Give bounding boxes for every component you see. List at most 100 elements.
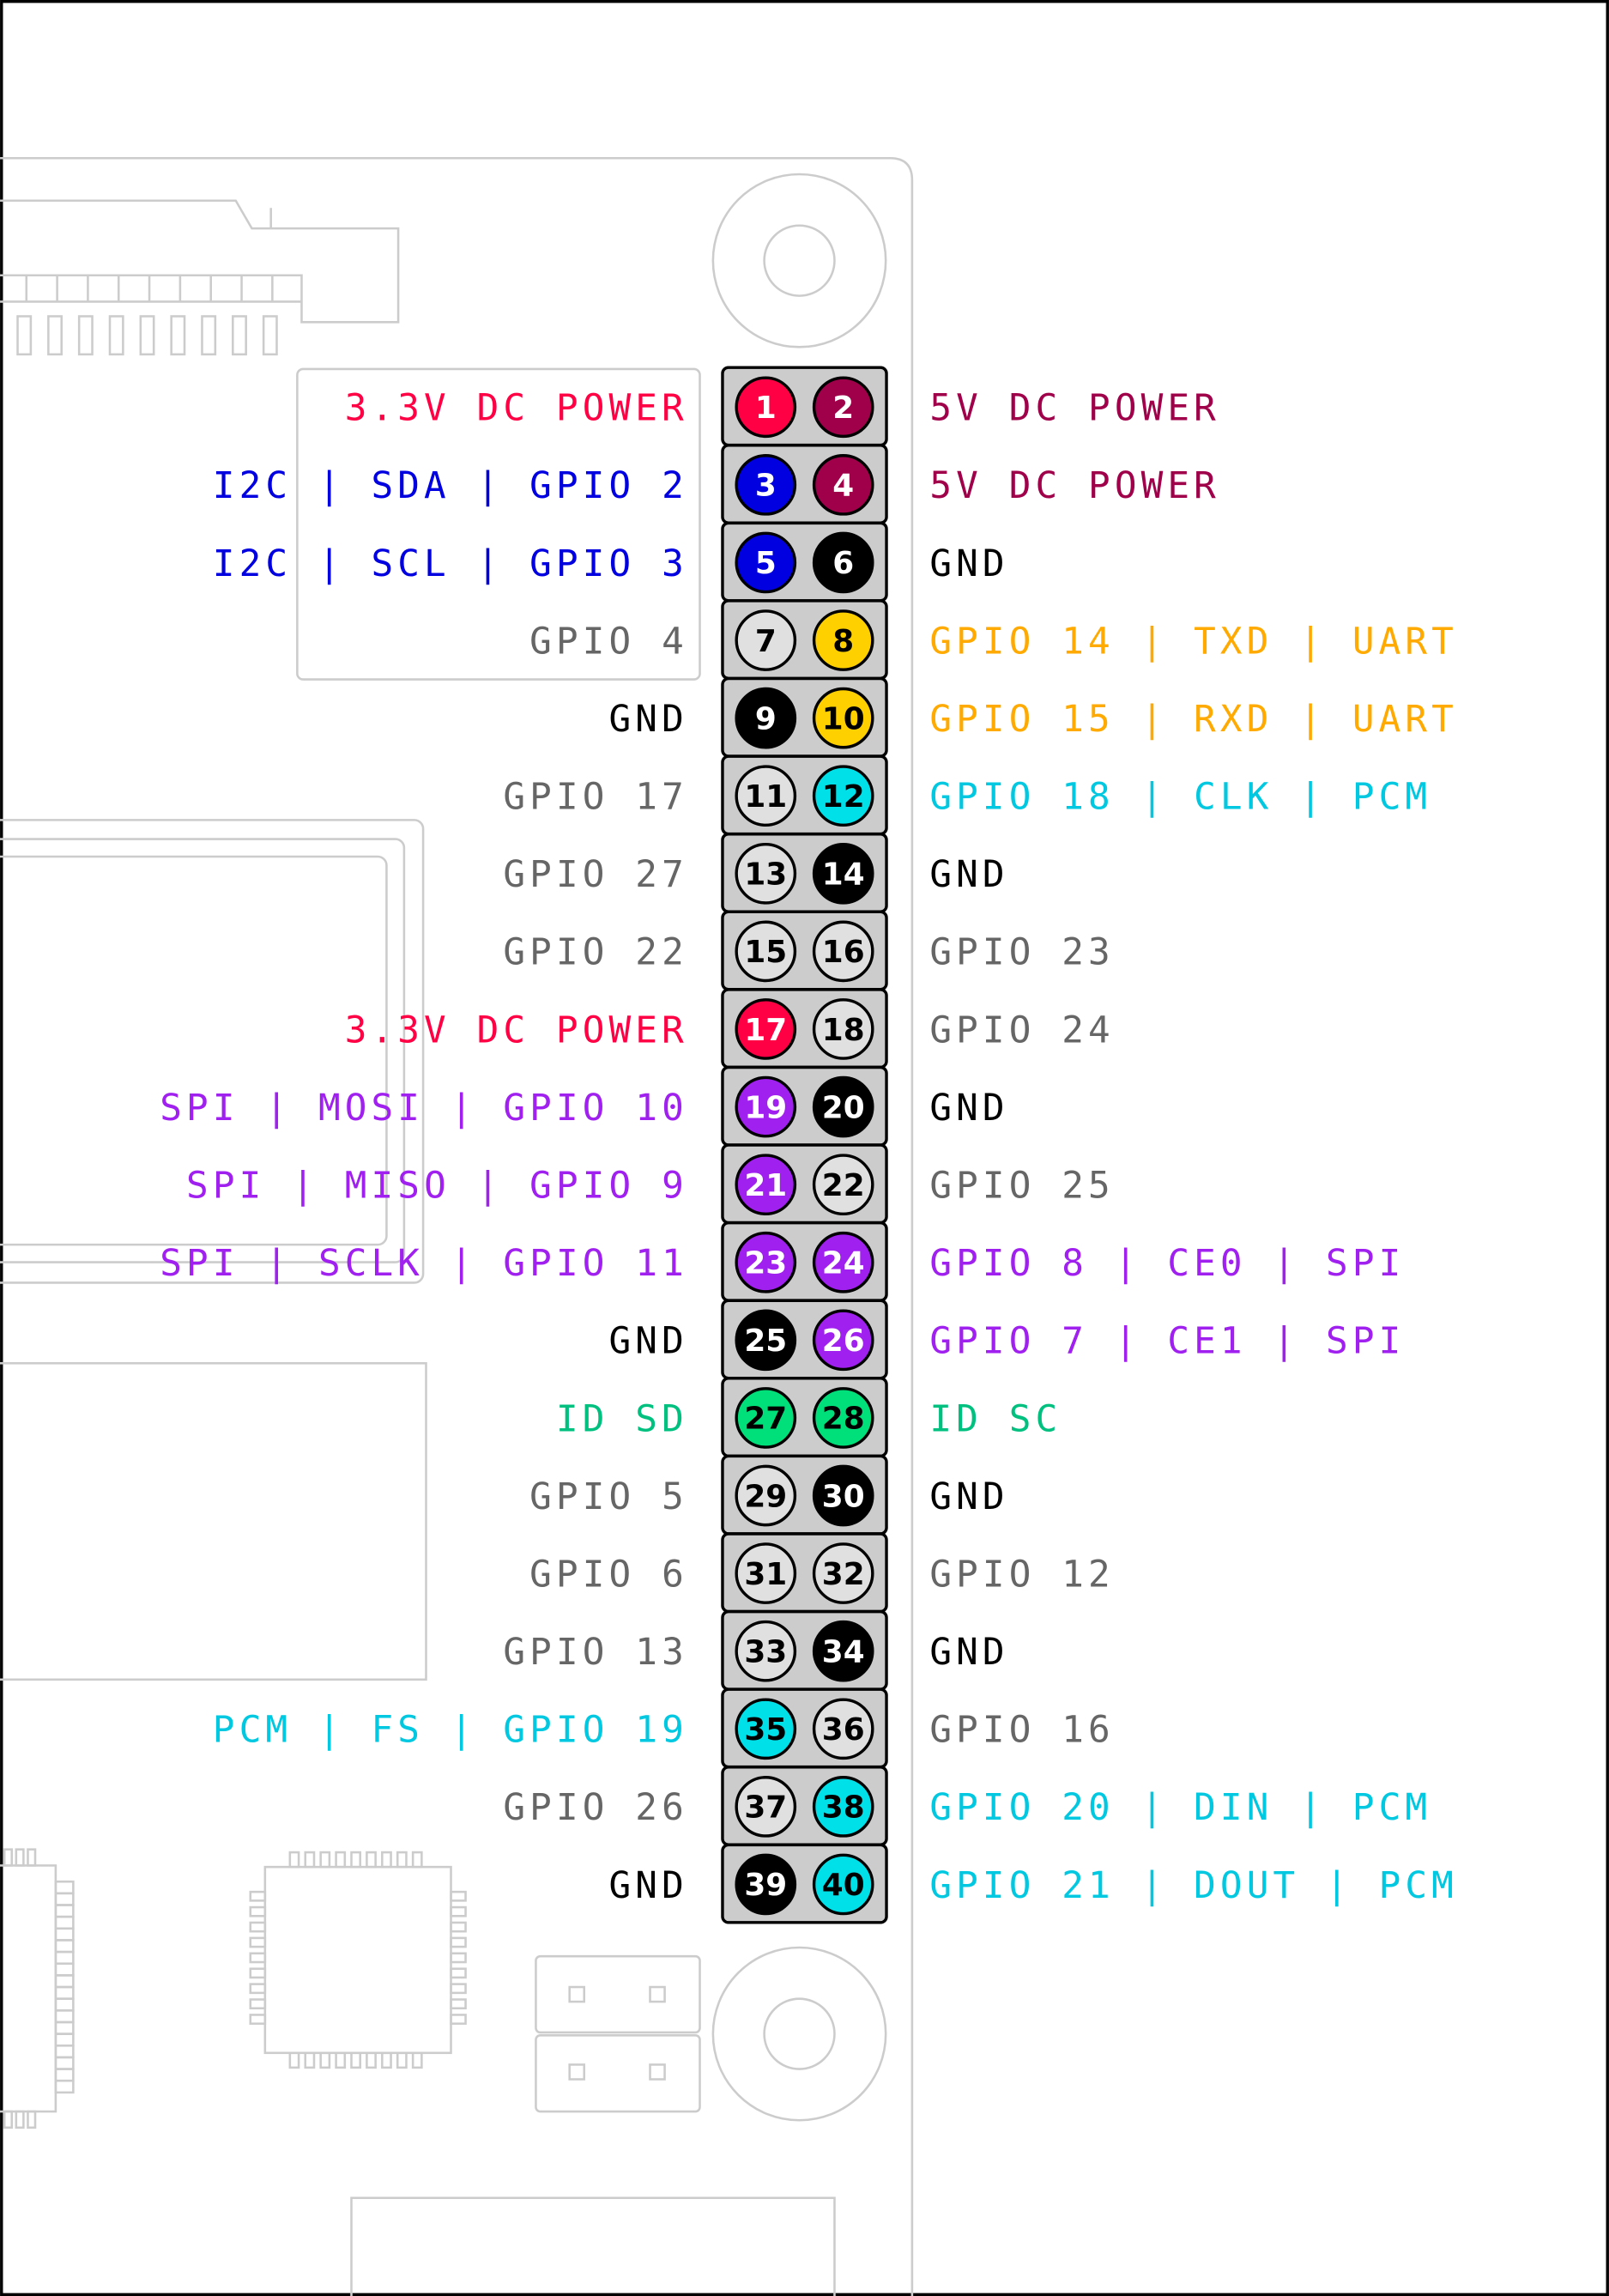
pin-number: 6 xyxy=(832,546,854,581)
pin-circle xyxy=(812,1231,874,1293)
pin-circle xyxy=(812,765,874,827)
pin-circle xyxy=(812,1075,874,1138)
pin-circle xyxy=(735,920,797,983)
pin-3: 3 I2C | SDA | GPIO 2 xyxy=(213,454,797,516)
pin-number: 3 xyxy=(755,469,777,504)
pin-circle xyxy=(812,1309,874,1372)
pin-label: GPIO 23 xyxy=(929,931,1114,974)
pin-number: 23 xyxy=(744,1246,787,1281)
pin-number: 14 xyxy=(822,857,865,893)
pin-circle xyxy=(812,998,874,1060)
pin-11: 11 GPIO 17 xyxy=(503,765,797,827)
pin-label: GND xyxy=(929,542,1008,585)
pin-label: GPIO 21 | DOUT | PCM xyxy=(929,1864,1458,1907)
pin-label: 3.3V DC POWER xyxy=(345,387,688,430)
pin-label: GPIO 6 xyxy=(529,1553,688,1596)
pin-33: 33 GPIO 13 xyxy=(503,1620,797,1682)
pin-label: GND xyxy=(929,853,1008,896)
pin-label: PCM | FS | GPIO 19 xyxy=(213,1709,688,1752)
pin-label: GPIO 25 xyxy=(929,1165,1114,1208)
pin-number: 2 xyxy=(832,391,854,426)
pin-label: GPIO 14 | TXD | UART xyxy=(929,620,1458,663)
pin-39: 39 GND xyxy=(609,1853,797,1916)
pin-38: 38 GPIO 20 | DIN | PCM xyxy=(812,1776,1431,1838)
pin-circle xyxy=(812,1853,874,1916)
pin-circle xyxy=(735,1387,797,1449)
pin-22: 22 GPIO 25 xyxy=(812,1154,1114,1215)
pin-circle xyxy=(735,531,797,594)
pin-circle xyxy=(812,1620,874,1682)
pin-label: GPIO 27 xyxy=(503,853,687,896)
pin-circle xyxy=(812,531,874,594)
pin-19: 19 SPI | MOSI | GPIO 10 xyxy=(160,1075,797,1138)
pin-number: 15 xyxy=(744,935,787,970)
pin-label: GND xyxy=(929,1631,1008,1674)
pin-circle xyxy=(812,376,874,439)
pin-17: 17 3.3V DC POWER xyxy=(345,998,797,1060)
pin-30: 30 GND xyxy=(812,1464,1005,1527)
pin-label: GND xyxy=(609,698,688,741)
pin-label: GPIO 16 xyxy=(929,1709,1114,1752)
pin-1: 1 3.3V DC POWER xyxy=(345,376,797,439)
pin-40: 40 GPIO 21 | DOUT | PCM xyxy=(812,1853,1458,1916)
pin-24: 24 GPIO 8 | CE0 | SPI xyxy=(812,1231,1400,1293)
pin-14: 14 GND xyxy=(812,842,1008,905)
pin-number: 22 xyxy=(822,1168,865,1203)
pin-number: 1 xyxy=(755,391,777,426)
pin-circle xyxy=(735,765,797,827)
pin-13: 13 GPIO 27 xyxy=(503,842,797,905)
pin-35: 35 PCM | FS | GPIO 19 xyxy=(213,1698,797,1760)
pin-circle xyxy=(812,687,874,749)
pin-circle xyxy=(735,1698,797,1760)
pin-number: 5 xyxy=(755,546,777,581)
pin-number: 10 xyxy=(822,701,865,736)
pin-label: 5V DC POWER xyxy=(929,387,1220,430)
pin-number: 25 xyxy=(744,1324,787,1359)
pin-number: 12 xyxy=(822,779,865,815)
pin-number: 28 xyxy=(822,1402,865,1437)
pin-number: 40 xyxy=(822,1868,865,1903)
pin-circle xyxy=(735,1853,797,1916)
pin-number: 4 xyxy=(832,469,854,504)
pin-label: GPIO 20 | DIN | PCM xyxy=(929,1786,1431,1829)
pin-8: 8 GPIO 14 | TXD | UART xyxy=(812,609,1458,671)
pin-circle xyxy=(812,842,874,905)
pin-label: GPIO 7 | CE1 | SPI xyxy=(929,1320,1405,1363)
pin-circle xyxy=(812,1154,874,1215)
pin-circle xyxy=(812,1698,874,1760)
pin-number: 18 xyxy=(822,1013,865,1048)
pin-circle xyxy=(735,609,797,671)
pin-2: 2 5V DC POWER xyxy=(812,376,1220,439)
pin-12: 12 GPIO 18 | CLK | PCM xyxy=(812,765,1427,827)
pin-label: GPIO 17 xyxy=(503,776,687,819)
pin-5: 5 I2C | SCL | GPIO 3 xyxy=(213,531,797,594)
pin-36: 36 GPIO 16 xyxy=(812,1698,1114,1760)
pin-circle xyxy=(812,920,874,983)
pin-circle xyxy=(735,1464,797,1527)
pin-circle xyxy=(735,842,797,905)
pin-label: SPI | MISO | GPIO 9 xyxy=(186,1165,688,1208)
pin-circle xyxy=(735,1154,797,1215)
pin-number: 35 xyxy=(744,1712,787,1748)
pin-label: GPIO 15 | RXD | UART xyxy=(929,698,1458,741)
pin-number: 27 xyxy=(744,1402,787,1437)
pin-number: 24 xyxy=(822,1246,865,1281)
pin-label: SPI | MOSI | GPIO 10 xyxy=(160,1087,688,1130)
pin-4: 4 5V DC POWER xyxy=(812,454,1216,516)
pin-circle xyxy=(735,376,797,439)
pin-circle xyxy=(812,1542,874,1604)
pin-label: GPIO 26 xyxy=(503,1786,687,1829)
pin-label: ID SD xyxy=(556,1397,688,1440)
pin-16: 16 GPIO 23 xyxy=(812,920,1114,983)
pin-label: GPIO 24 xyxy=(929,1009,1114,1051)
pin-circle xyxy=(812,1776,874,1838)
pin-label: I2C | SCL | GPIO 3 xyxy=(213,542,688,585)
pin-label: SPI | SCLK | GPIO 11 xyxy=(160,1242,688,1285)
pin-number: 38 xyxy=(822,1790,865,1826)
pin-number: 9 xyxy=(755,701,777,736)
pin-20: 20 GND xyxy=(812,1075,1005,1138)
pin-number: 39 xyxy=(744,1868,787,1903)
pin-32: 32 GPIO 12 xyxy=(812,1542,1114,1604)
pin-29: 29 GPIO 5 xyxy=(529,1464,797,1527)
pin-label: GPIO 12 xyxy=(929,1553,1114,1596)
